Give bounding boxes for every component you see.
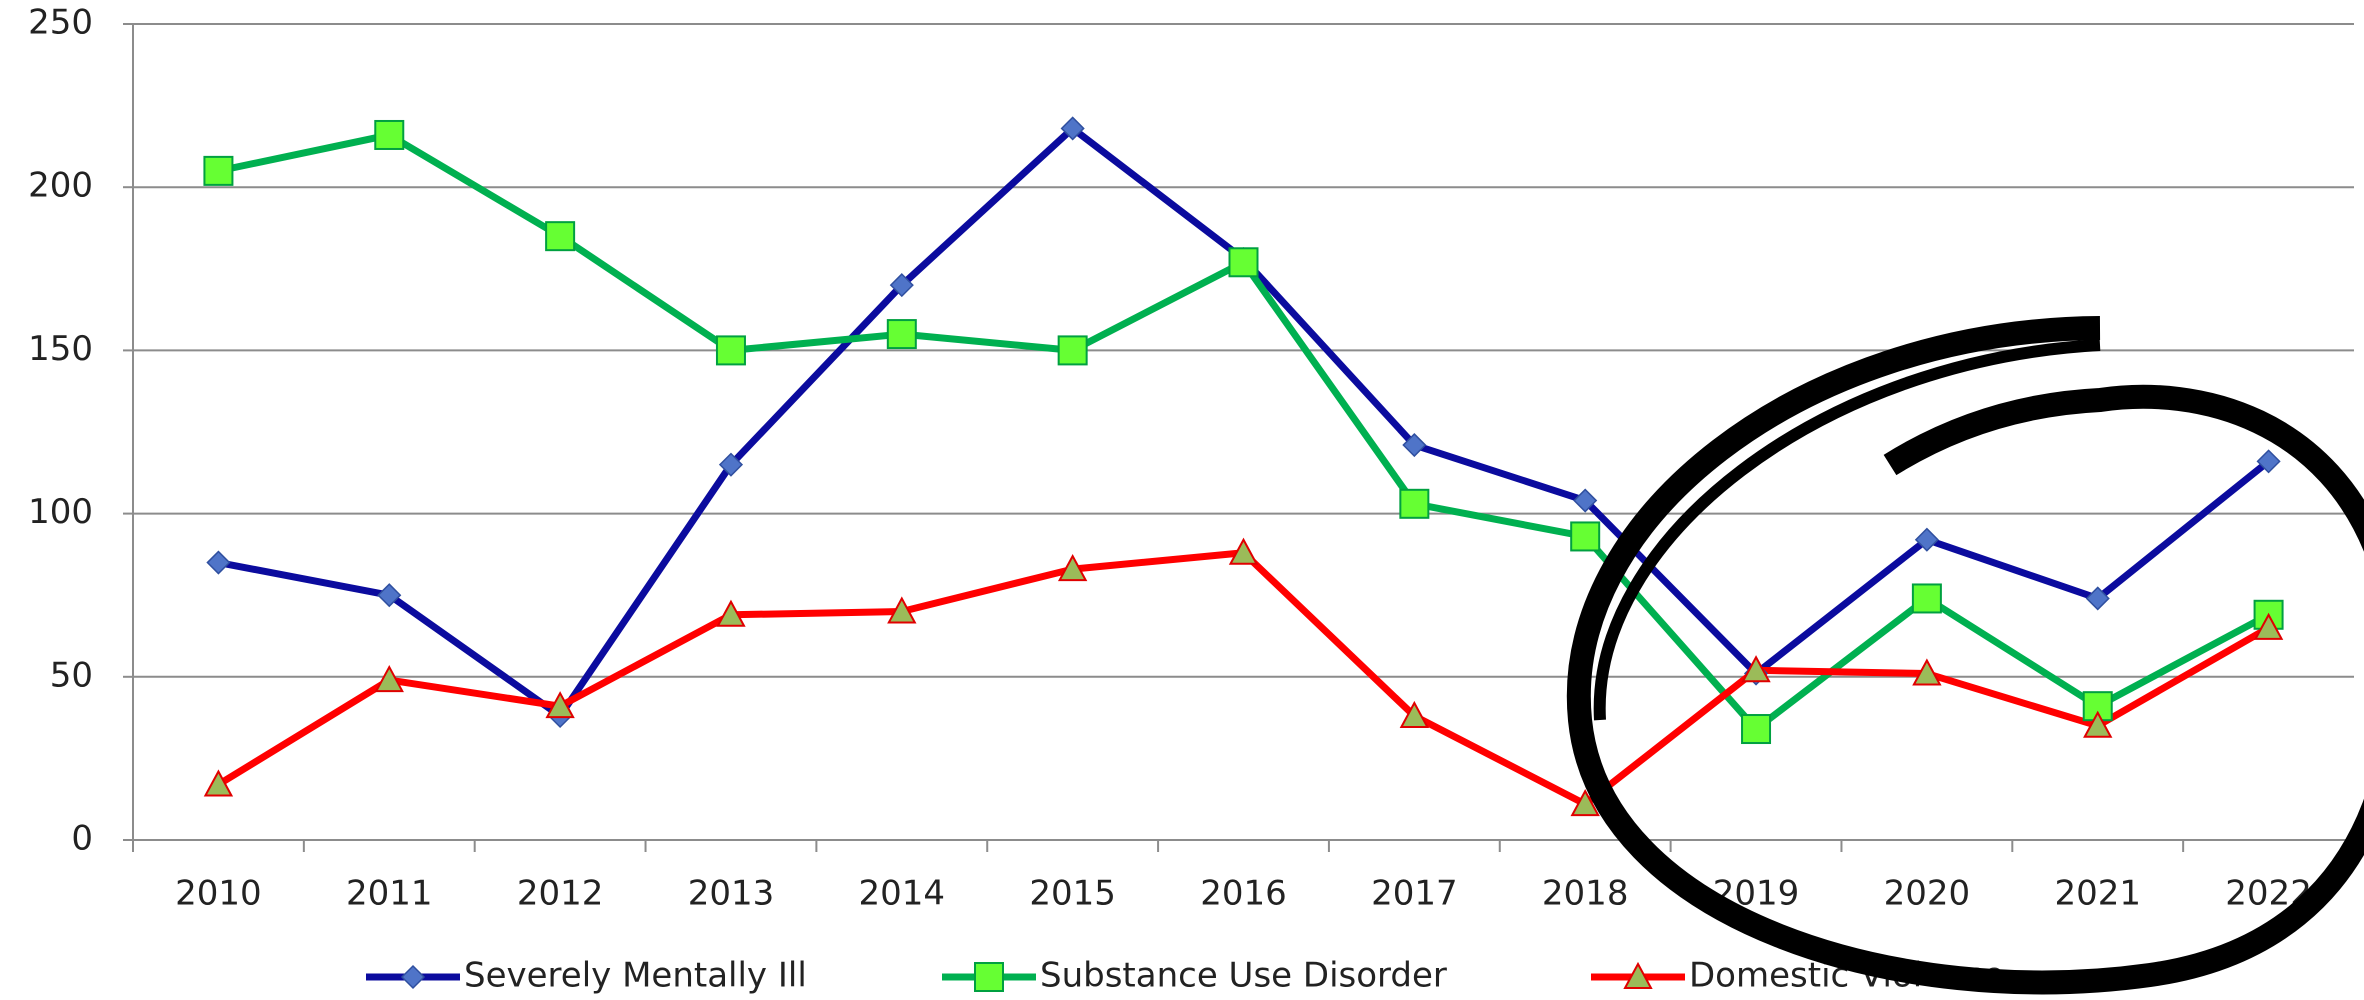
x-tick-label: 2010 [175, 874, 262, 914]
legend-label: Severely Mentally Ill [464, 956, 807, 996]
legend-item: Substance Use Disorder [942, 956, 1447, 996]
marker [889, 273, 914, 298]
marker [1914, 527, 1939, 552]
y-tick-label: 150 [28, 329, 93, 369]
marker [2256, 449, 2281, 474]
marker [1228, 537, 1259, 565]
marker [377, 583, 402, 608]
marker [203, 769, 234, 797]
marker [545, 221, 576, 252]
marker [1228, 247, 1259, 278]
marker [718, 452, 744, 477]
marker [887, 596, 917, 624]
marker [374, 119, 405, 150]
x-tick-label: 2021 [2054, 874, 2141, 914]
marker [374, 664, 404, 693]
marker [1060, 116, 1085, 141]
marker [1573, 488, 1598, 513]
marker [2253, 612, 2284, 640]
x-tick-label: 2020 [1884, 874, 1971, 914]
x-tick-label: 2018 [1542, 874, 1629, 914]
marker [203, 155, 234, 186]
marker [715, 335, 746, 366]
marker [1399, 488, 1430, 519]
marker [1057, 335, 1088, 366]
legend-label: Substance Use Disorder [1040, 956, 1447, 996]
x-tick-label: 2016 [1200, 874, 1287, 914]
marker [1623, 961, 1653, 989]
x-tick-label: 2013 [688, 874, 775, 914]
y-tick-label: 100 [28, 492, 93, 532]
marker [1912, 658, 1942, 686]
x-tick-label: 2011 [346, 874, 433, 914]
marker [1911, 583, 1942, 614]
marker [1570, 521, 1601, 552]
marker [206, 550, 231, 575]
marker [545, 691, 575, 719]
y-tick-label: 250 [28, 3, 93, 43]
marker [716, 599, 746, 627]
x-tick-label: 2017 [1371, 874, 1458, 914]
marker [2083, 710, 2113, 738]
marker [400, 964, 426, 990]
marker [1741, 655, 1771, 683]
marker [2085, 586, 2110, 611]
marker [886, 319, 917, 350]
series-line [216, 549, 2271, 808]
x-tick-label: 2014 [859, 874, 946, 914]
marker [1057, 553, 1088, 582]
marker [1570, 788, 1600, 817]
marker [974, 962, 1004, 992]
scribble [1593, 339, 2101, 721]
x-tick-label: 2015 [1029, 874, 1116, 914]
marker [1399, 700, 1430, 728]
marker [1402, 432, 1427, 458]
y-tick-label: 50 [50, 655, 93, 695]
scribble [1566, 316, 2364, 995]
legend-item: Severely Mentally Ill [366, 956, 807, 996]
x-tick-label: 2012 [517, 874, 604, 914]
marker [1741, 714, 1772, 745]
y-tick-label: 200 [28, 166, 93, 206]
y-tick-label: 0 [71, 819, 93, 859]
